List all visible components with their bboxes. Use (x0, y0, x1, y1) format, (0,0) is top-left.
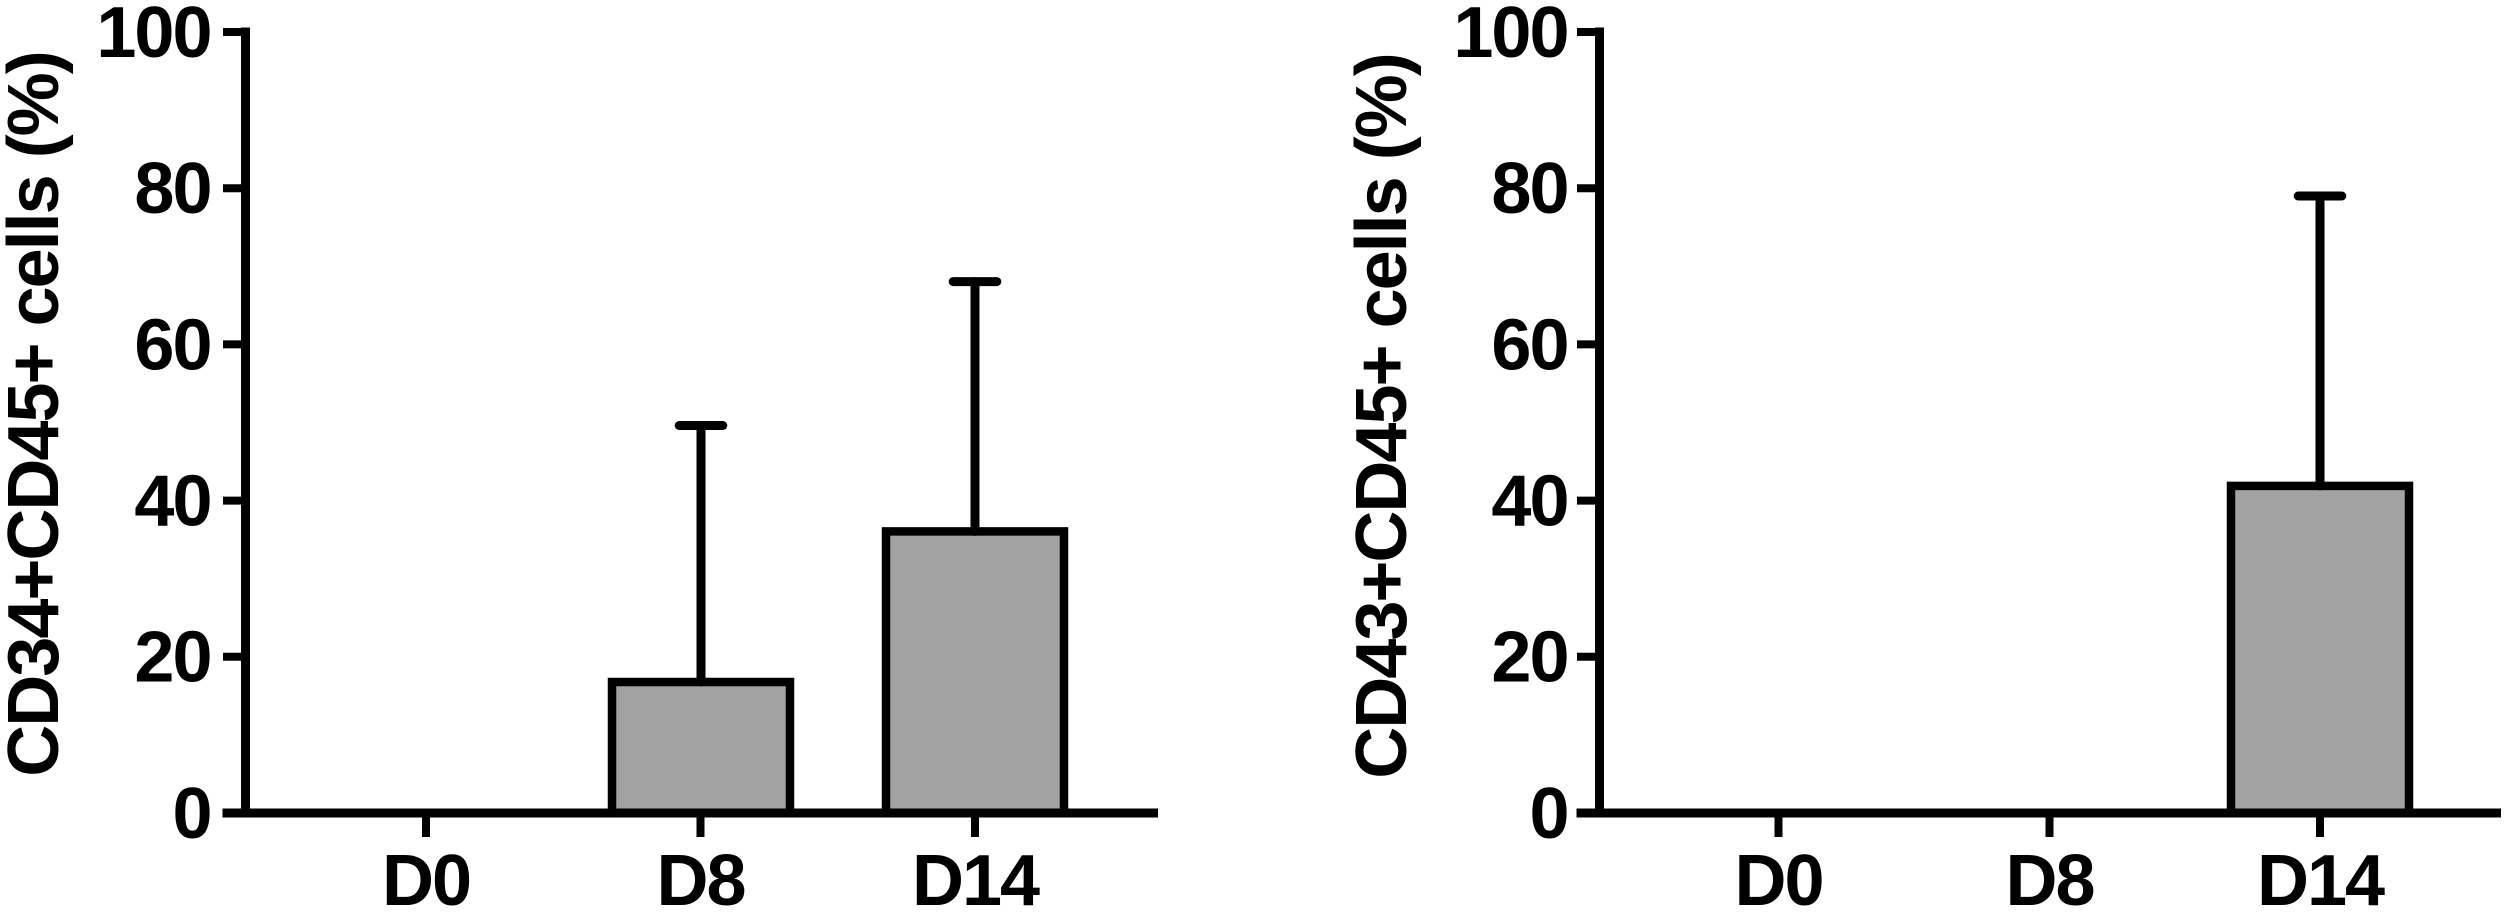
svg-text:100: 100 (1453, 0, 1567, 73)
svg-text:D0: D0 (1734, 841, 1822, 913)
svg-text:CD34+CD45+ cells (%): CD34+CD45+ cells (%) (0, 52, 74, 776)
svg-text:60: 60 (1491, 305, 1567, 385)
svg-text:0: 0 (172, 774, 210, 854)
svg-text:100: 100 (96, 0, 210, 73)
svg-text:20: 20 (134, 618, 210, 698)
svg-text:D14: D14 (2257, 841, 2385, 913)
svg-text:D14: D14 (912, 841, 1040, 913)
svg-text:D0: D0 (382, 841, 470, 913)
svg-text:D8: D8 (2005, 841, 2093, 913)
svg-text:80: 80 (1491, 149, 1567, 229)
svg-text:D8: D8 (656, 841, 744, 913)
svg-text:80: 80 (134, 149, 210, 229)
svg-text:CD43+CD45+ cells (%): CD43+CD45+ cells (%) (1342, 54, 1422, 778)
svg-text:60: 60 (134, 305, 210, 385)
svg-text:40: 40 (134, 462, 210, 542)
svg-text:20: 20 (1491, 618, 1567, 698)
svg-text:40: 40 (1491, 462, 1567, 542)
svg-text:0: 0 (1529, 774, 1567, 854)
